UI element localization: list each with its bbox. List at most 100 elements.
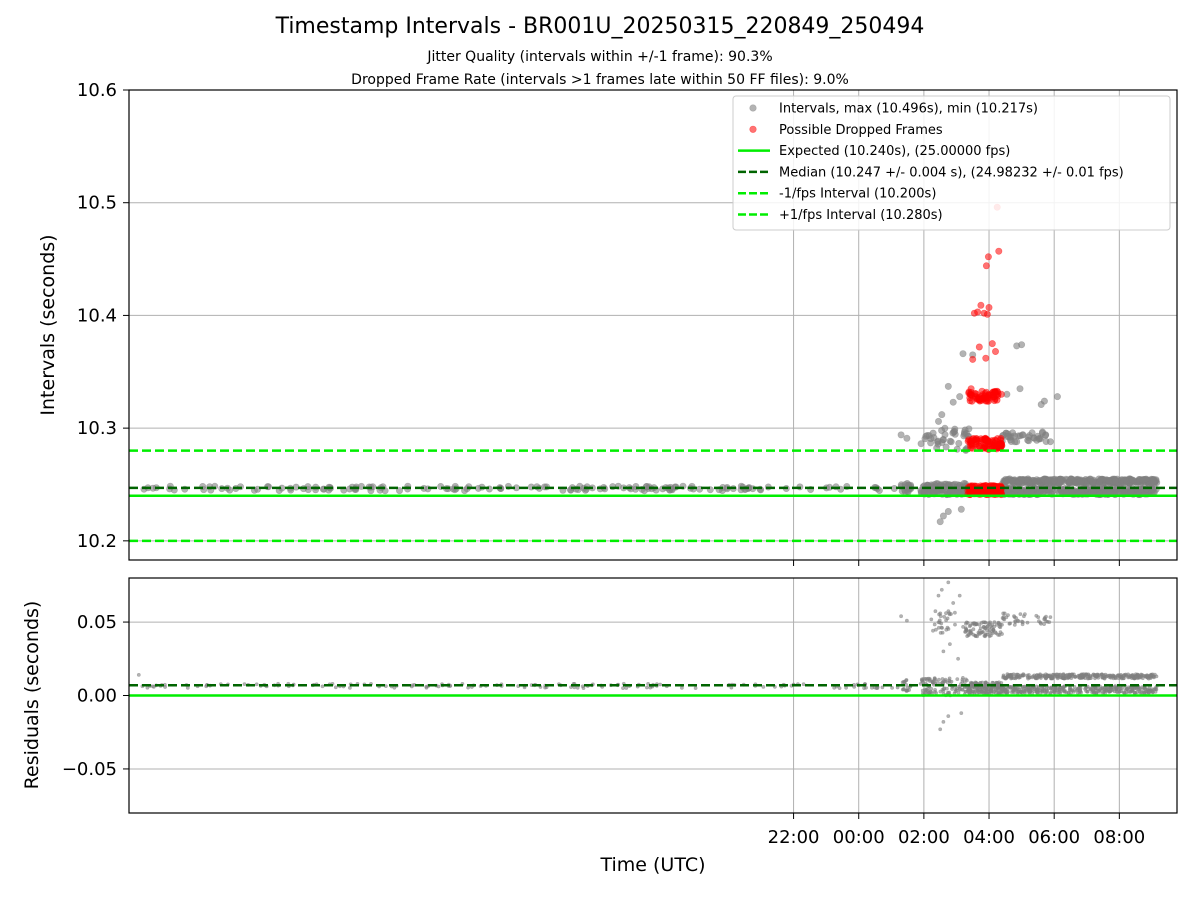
legend-label-1: Possible Dropped Frames — [779, 123, 943, 138]
intervals-series1-point — [985, 394, 993, 402]
residuals-series0-point — [939, 621, 944, 626]
intervals-series0-point — [917, 440, 925, 448]
residuals-series0-point — [1055, 674, 1060, 679]
residuals-series0-point — [965, 678, 969, 683]
intervals-series0-point-6 — [938, 411, 946, 419]
intervals-series0-point — [1043, 478, 1051, 486]
residuals-y-axis-label: Residuals (seconds) — [21, 601, 43, 790]
residuals-xtick-label-3: 04:00 — [963, 827, 1015, 848]
intervals-y-axis-label: Intervals (seconds) — [37, 234, 59, 415]
intervals-series0-point — [1139, 476, 1147, 484]
intervals-series0-point-15 — [1016, 385, 1024, 393]
residuals-series0-point — [1014, 672, 1019, 677]
intervals-series0-point — [1105, 477, 1113, 485]
residuals-series0-point — [1006, 613, 1010, 618]
residuals-series0-point — [971, 627, 976, 632]
residuals-xtick-label-2: 02:00 — [898, 827, 950, 848]
intervals-series0-point — [1018, 476, 1026, 484]
intervals-series0-point-1 — [903, 434, 911, 442]
residuals-series0-point — [1104, 686, 1109, 691]
residuals-ytick-label-1: 0.00 — [77, 686, 117, 707]
residuals-series0-point-4 — [941, 720, 946, 724]
residuals-series0-point — [1142, 686, 1147, 690]
residuals-series0-point — [242, 682, 247, 687]
intervals-ytick-label-0: 10.2 — [77, 531, 117, 552]
residuals-series0-point — [902, 687, 906, 691]
residuals-series0-point — [978, 631, 982, 636]
intervals-series0-point — [1129, 476, 1137, 484]
intervals-series1-point-14 — [995, 247, 1003, 255]
residuals-series0-point — [989, 624, 993, 629]
residuals-series0-point-3 — [938, 727, 943, 732]
residuals-series0-point — [333, 685, 338, 690]
residuals-series0-point — [962, 680, 967, 685]
residuals-series0-point — [1042, 622, 1047, 627]
residuals-series0-point — [1012, 615, 1017, 620]
residuals-series0-point — [1039, 621, 1043, 626]
residuals-series0-point — [150, 684, 155, 689]
intervals-series0-point — [1009, 477, 1017, 485]
residuals-series0-point — [1044, 614, 1048, 619]
residuals-series0-point — [933, 609, 938, 614]
residuals-series0-point — [320, 684, 325, 689]
residuals-series0-point — [1147, 690, 1152, 694]
intervals-series0-point — [1067, 475, 1075, 483]
residuals-series0-point — [1042, 617, 1047, 622]
residuals-series0-point — [1061, 672, 1066, 677]
residuals-series0-point — [392, 685, 397, 690]
residuals-series0-point — [968, 623, 973, 628]
legend-label-0: Intervals, max (10.496s), min (10.217s) — [779, 102, 1038, 117]
residuals-series0-point — [1152, 675, 1156, 680]
residuals-series0-point — [145, 685, 150, 690]
intervals-series0-point-2 — [936, 518, 944, 526]
residuals-series0-point — [1078, 688, 1082, 693]
residuals-series0-point — [964, 620, 969, 625]
residuals-series0-point-12 — [948, 642, 952, 647]
residuals-series0-point — [926, 686, 930, 691]
residuals-series0-point — [1093, 674, 1098, 679]
residuals-series0-point — [1023, 690, 1027, 695]
residuals-series0-point-8 — [946, 580, 951, 585]
residuals-series0-point — [944, 611, 948, 616]
residuals-series0-point — [967, 629, 972, 634]
residuals-series0-point — [1085, 689, 1090, 694]
residuals-series0-point — [1050, 676, 1055, 681]
legend-marker-0 — [749, 104, 757, 112]
residuals-series0-point — [938, 689, 943, 694]
intervals-series1-point — [977, 437, 985, 445]
intervals-series1-point-16 — [997, 390, 1005, 398]
residuals-series0-point — [936, 625, 941, 630]
residuals-series0-point — [1006, 674, 1010, 679]
residuals-series0-point — [978, 626, 983, 631]
residuals-series0-point — [966, 633, 971, 637]
residuals-series0-point — [1144, 689, 1149, 694]
residuals-series0-point-9 — [951, 601, 956, 605]
intervals-series0-point — [1127, 488, 1135, 496]
residuals-series0-point — [646, 682, 651, 686]
residuals-series0-point — [844, 685, 849, 690]
residuals-series0-point — [1000, 687, 1005, 692]
intervals-series0-point — [1076, 478, 1084, 486]
residuals-series0-point — [1117, 689, 1122, 694]
intervals-series0-point-5 — [934, 417, 942, 425]
residuals-series0-point — [1108, 688, 1113, 693]
residuals-series0-point — [973, 633, 978, 638]
residuals-series0-point — [581, 686, 586, 691]
intervals-series1-point — [975, 442, 983, 450]
intervals-series0-point — [938, 426, 946, 434]
residuals-series0-point — [972, 690, 977, 694]
intervals-series0-point — [950, 427, 958, 435]
residuals-series0-point — [942, 679, 947, 684]
residuals-series0-point — [1036, 615, 1041, 620]
intervals-series1-point-15 — [967, 385, 975, 393]
intervals-series1-point-9 — [988, 340, 996, 348]
intervals-series0-point — [1003, 433, 1011, 441]
residuals-series0-point — [658, 682, 663, 687]
residuals-series0-point — [1151, 690, 1155, 695]
residuals-series0-point — [942, 615, 947, 619]
intervals-series0-point — [955, 439, 963, 447]
intervals-series0-point — [1118, 476, 1126, 484]
legend-label-3: Median (10.247 +/- 0.004 s), (24.98232 +… — [779, 165, 1124, 180]
residuals-ytick-label-0: −0.05 — [62, 759, 117, 780]
residuals-series0-point — [645, 685, 649, 690]
